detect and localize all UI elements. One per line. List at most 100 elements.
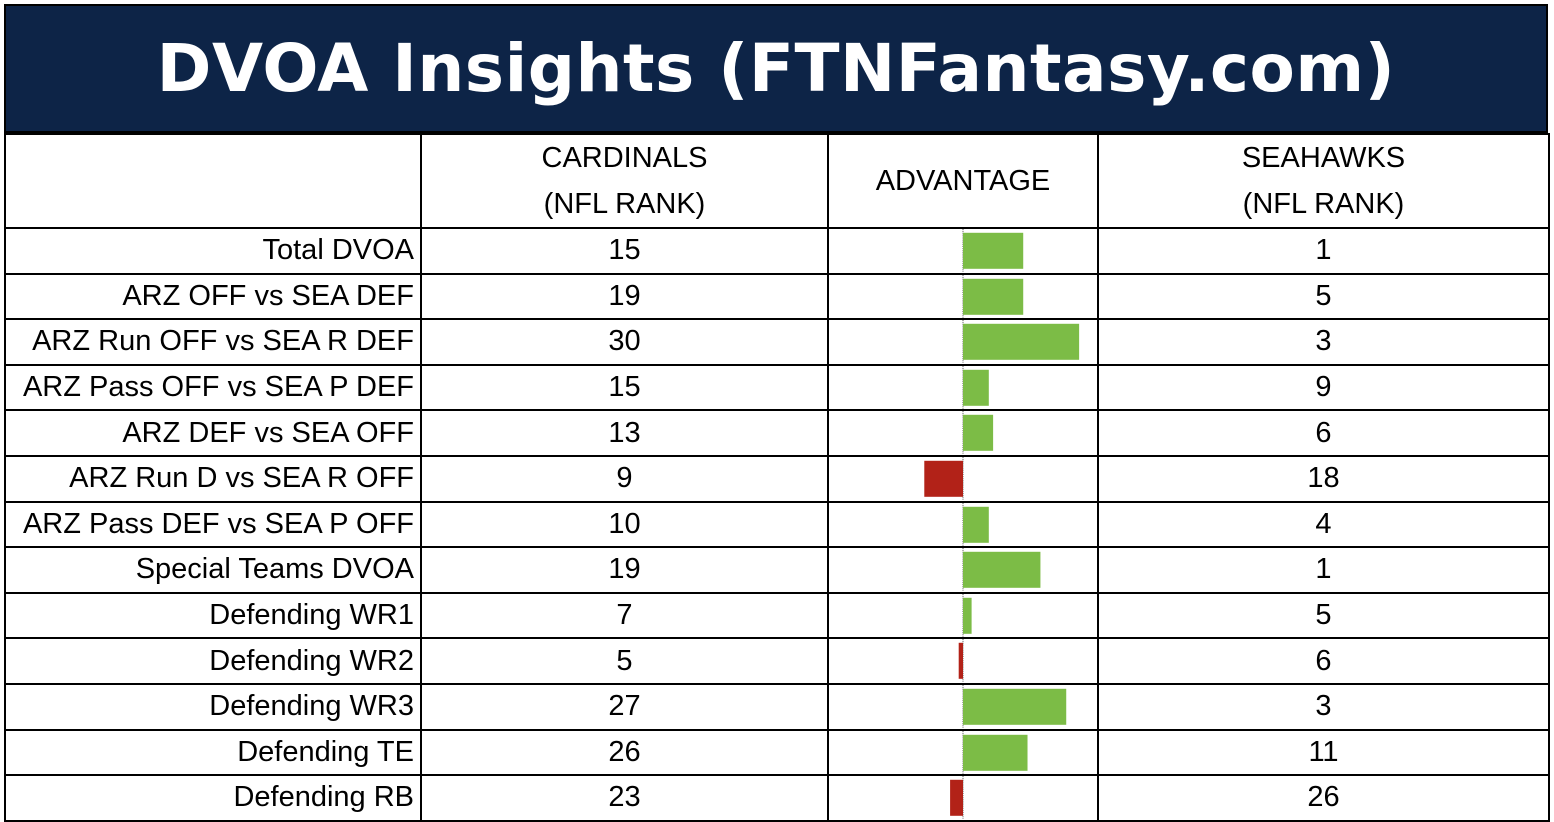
header-cardinals: CARDINALS (NFL RANK): [420, 133, 829, 229]
advantage-bar: [963, 551, 1041, 588]
row-label: ARZ DEF vs SEA OFF: [4, 409, 422, 457]
table-row: Defending WR2 5 6: [4, 637, 1550, 685]
table-row: Defending WR3 27 3: [4, 682, 1550, 731]
advantage-bar-area: [962, 730, 1028, 775]
advantage-bar-area: [962, 229, 1024, 273]
advantage-bar-area: [962, 320, 1080, 364]
advantage-bar-area: [962, 502, 989, 547]
header-seahawks: SEAHAWKS (NFL RANK): [1097, 133, 1550, 229]
row-label: ARZ Run D vs SEA R OFF: [4, 454, 422, 503]
advantage-cell: [827, 546, 1099, 594]
table-row: ARZ Pass OFF vs SEA P DEF 15 9: [4, 363, 1550, 412]
advantage-bar: [950, 779, 963, 816]
table-row: Defending WR1 7 5: [4, 591, 1550, 640]
cardinals-rank: 26: [420, 728, 829, 777]
row-label: ARZ Run OFF vs SEA R DEF: [4, 318, 422, 366]
table-row: Special Teams DVOA 19 1: [4, 546, 1550, 594]
table-row: Total DVOA 15 1: [4, 227, 1550, 275]
advantage-bar-area: [924, 456, 964, 501]
advantage-bar: [963, 506, 989, 543]
advantage-bar-area: [950, 776, 964, 820]
table-row: ARZ OFF vs SEA DEF 19 5: [4, 272, 1550, 321]
row-label: Defending WR2: [4, 637, 422, 685]
advantage-bar: [924, 460, 963, 497]
row-label: Defending WR1: [4, 591, 422, 640]
seahawks-rank: 1: [1097, 227, 1550, 275]
cardinals-rank: 23: [420, 774, 829, 822]
cardinals-rank: 13: [420, 409, 829, 457]
advantage-bar: [963, 232, 1024, 269]
table-row: Defending RB 23 26: [4, 774, 1550, 822]
advantage-bar: [963, 278, 1024, 315]
advantage-bar: [958, 643, 963, 680]
header-cardinals-name: CARDINALS: [541, 142, 708, 174]
advantage-bar: [963, 734, 1028, 771]
seahawks-rank: 3: [1097, 682, 1550, 731]
row-label: ARZ OFF vs SEA DEF: [4, 272, 422, 321]
cardinals-rank: 15: [420, 363, 829, 412]
table-row: Defending TE 26 11: [4, 728, 1550, 777]
advantage-cell: [827, 728, 1099, 777]
cardinals-rank: 19: [420, 272, 829, 321]
advantage-cell: [827, 272, 1099, 321]
cardinals-rank: 5: [420, 637, 829, 685]
seahawks-rank: 9: [1097, 363, 1550, 412]
cardinals-rank: 7: [420, 591, 829, 640]
cardinals-rank: 10: [420, 500, 829, 549]
advantage-cell: [827, 318, 1099, 366]
advantage-bar: [963, 369, 989, 406]
row-label: Special Teams DVOA: [4, 546, 422, 594]
header-blank-cell: [4, 133, 422, 229]
table-row: ARZ Pass DEF vs SEA P OFF 10 4: [4, 500, 1550, 549]
header-seahawks-name: SEAHAWKS: [1241, 142, 1406, 174]
cardinals-rank: 19: [420, 546, 829, 594]
seahawks-rank: 18: [1097, 454, 1550, 503]
header-row: CARDINALS (NFL RANK) ADVANTAGE SEAHAWKS …: [4, 133, 1550, 229]
row-label: Total DVOA: [4, 227, 422, 275]
cardinals-rank: 30: [420, 318, 829, 366]
advantage-bar-area: [962, 365, 989, 410]
advantage-cell: [827, 500, 1099, 549]
advantage-cell: [827, 682, 1099, 731]
advantage-bar-area: [962, 548, 1041, 592]
title-bar: DVOA Insights (FTNFantasy.com): [4, 4, 1548, 133]
seahawks-rank: 5: [1097, 591, 1550, 640]
row-label: Defending WR3: [4, 682, 422, 731]
seahawks-rank: 5: [1097, 272, 1550, 321]
header-cardinals-sub: (NFL RANK): [543, 188, 706, 220]
advantage-cell: [827, 363, 1099, 412]
dvoa-table: CARDINALS (NFL RANK) ADVANTAGE SEAHAWKS …: [4, 133, 1550, 822]
advantage-bar-area: [962, 274, 1024, 319]
header-seahawks-sub: (NFL RANK): [1242, 188, 1405, 220]
seahawks-rank: 26: [1097, 774, 1550, 822]
row-label: ARZ Pass OFF vs SEA P DEF: [4, 363, 422, 412]
advantage-bar: [963, 597, 972, 634]
seahawks-rank: 6: [1097, 409, 1550, 457]
advantage-cell: [827, 227, 1099, 275]
header-advantage-label: ADVANTAGE: [875, 165, 1051, 197]
advantage-bar: [963, 323, 1080, 360]
advantage-bar-area: [962, 593, 972, 638]
advantage-bar: [963, 415, 994, 452]
page-title: DVOA Insights (FTNFantasy.com): [156, 30, 1396, 107]
advantage-bar-area: [962, 411, 994, 455]
advantage-bar-area: [962, 684, 1067, 729]
advantage-bar-area: [958, 639, 964, 683]
advantage-cell: [827, 409, 1099, 457]
advantage-cell: [827, 591, 1099, 640]
table-row: ARZ DEF vs SEA OFF 13 6: [4, 409, 1550, 457]
table-row: ARZ Run OFF vs SEA R DEF 30 3: [4, 318, 1550, 366]
advantage-cell: [827, 454, 1099, 503]
row-label: Defending TE: [4, 728, 422, 777]
advantage-cell: [827, 637, 1099, 685]
cardinals-rank: 27: [420, 682, 829, 731]
cardinals-rank: 15: [420, 227, 829, 275]
header-advantage: ADVANTAGE: [827, 133, 1099, 229]
row-label: ARZ Pass DEF vs SEA P OFF: [4, 500, 422, 549]
table-row: ARZ Run D vs SEA R OFF 9 18: [4, 454, 1550, 503]
row-label: Defending RB: [4, 774, 422, 822]
advantage-cell: [827, 774, 1099, 822]
seahawks-rank: 4: [1097, 500, 1550, 549]
seahawks-rank: 6: [1097, 637, 1550, 685]
advantage-bar: [963, 688, 1067, 725]
